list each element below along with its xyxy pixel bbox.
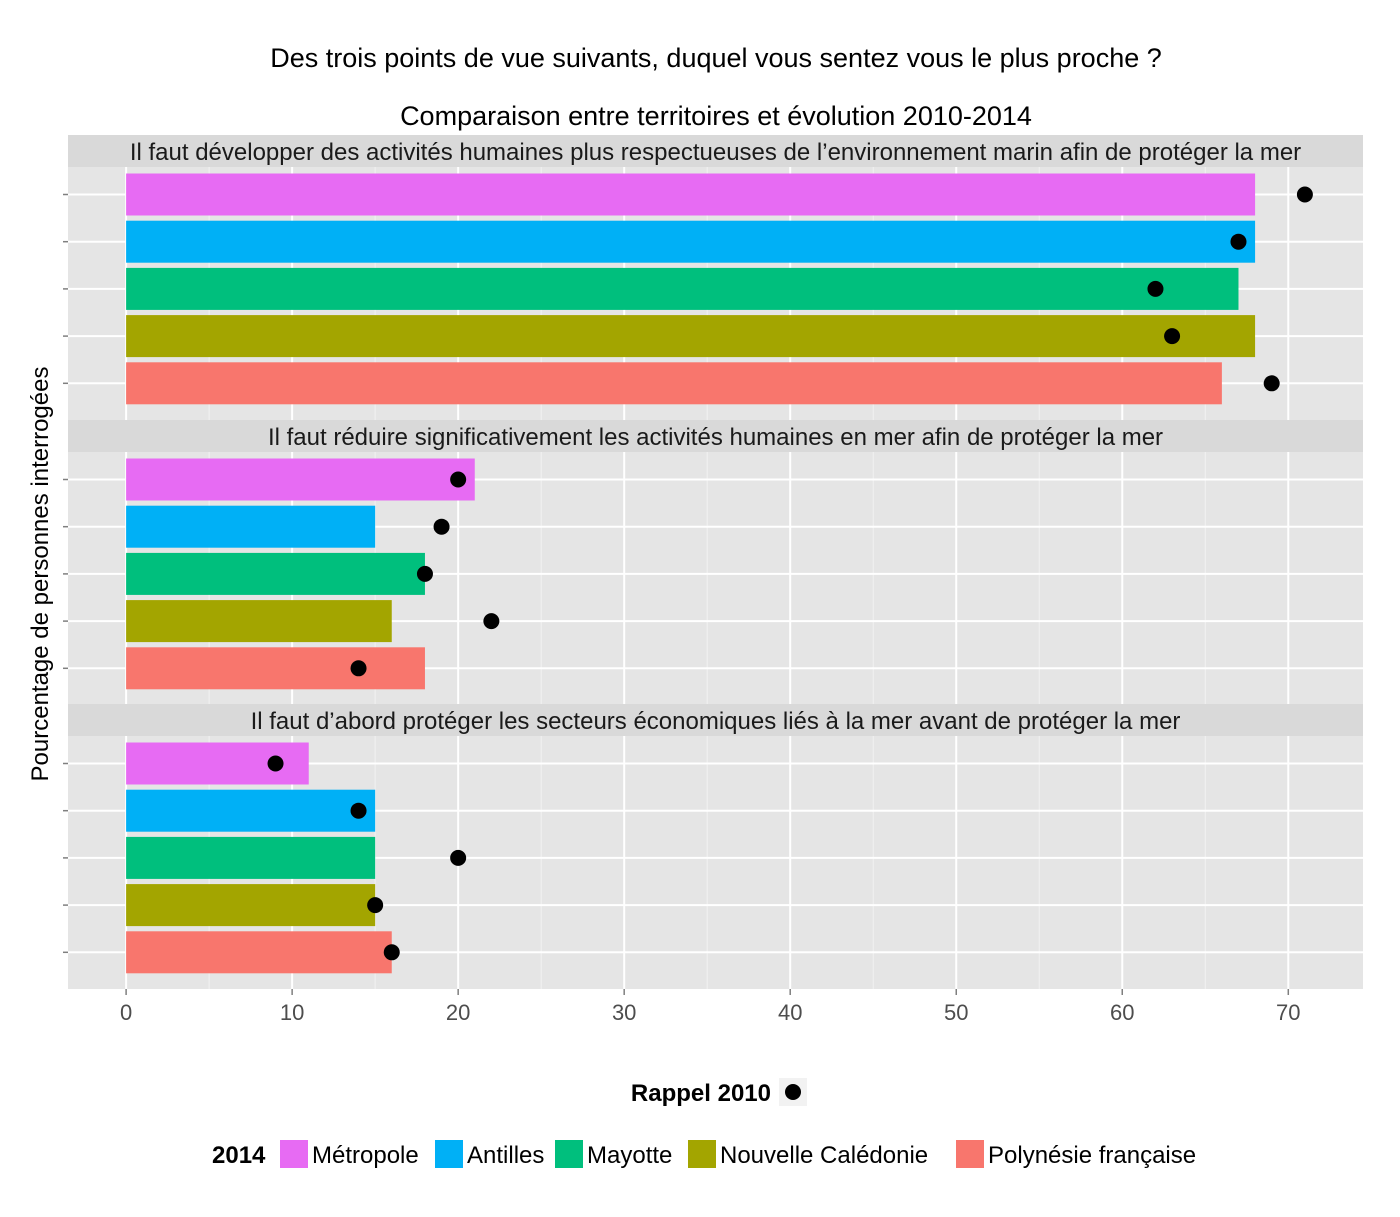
x-tick-label: 50 xyxy=(944,1000,968,1025)
legend-label-3: Mayotte xyxy=(587,1142,672,1169)
bar-2014-2 xyxy=(126,789,376,832)
facet-panel-2: Il faut réduire significativement les ac… xyxy=(63,420,1363,705)
y-axis-label: Pourcentage de personnes interrogées xyxy=(27,367,54,782)
dot-2010-3 xyxy=(1147,280,1164,297)
facet-panel-1: Il faut développer des activités humaine… xyxy=(63,135,1363,420)
legend-label-1: Métropole xyxy=(312,1142,419,1169)
legend-label-4: Nouvelle Calédonie xyxy=(720,1142,928,1169)
facet-strip-label: Il faut d’abord protéger les secteurs éc… xyxy=(251,708,1181,735)
bar-2014-2 xyxy=(126,220,1256,263)
dot-2010-4 xyxy=(367,897,384,914)
x-axis: 0 10 20 30 40 50 60 70 xyxy=(120,989,1301,1025)
dot-2010-3 xyxy=(450,849,467,866)
legend-2010-dot-icon xyxy=(785,1084,801,1100)
x-tick-label: 10 xyxy=(280,1000,304,1025)
dot-2010-1 xyxy=(267,755,284,772)
dot-2010-5 xyxy=(1263,375,1280,392)
facet-panels: Il faut développer des activités humaine… xyxy=(63,135,1363,989)
legend: Rappel 2010 2014 Métropole Antilles Mayott… xyxy=(212,1078,1196,1169)
legend-2010-title: Rappel 2010 xyxy=(631,1080,771,1107)
chart-title: Des trois points de vue suivants, duquel… xyxy=(270,43,1162,73)
bar-2014-3 xyxy=(126,552,425,595)
legend-key-4 xyxy=(688,1140,716,1168)
bar-2014-5 xyxy=(126,931,392,974)
legend-label-5: Polynésie française xyxy=(988,1142,1196,1169)
legend-label-2: Antilles xyxy=(467,1142,544,1169)
facet-strip-label: Il faut réduire significativement les ac… xyxy=(268,424,1163,451)
facet-strip-label: Il faut développer des activités humaine… xyxy=(130,139,1301,166)
x-tick-label: 20 xyxy=(446,1000,470,1025)
dot-2010-2 xyxy=(433,518,450,535)
dot-2010-2 xyxy=(350,802,367,819)
x-tick-label: 60 xyxy=(1110,1000,1134,1025)
dot-2010-5 xyxy=(350,660,367,677)
chart-subtitle: Comparaison entre territoires et évoluti… xyxy=(400,101,1032,131)
dot-2010-4 xyxy=(1164,328,1181,345)
legend-key-5 xyxy=(956,1140,984,1168)
dot-2010-1 xyxy=(450,471,467,488)
legend-key-2 xyxy=(435,1140,463,1168)
facet-strip xyxy=(68,420,1363,452)
bar-2014-2 xyxy=(126,505,376,548)
x-tick-label: 30 xyxy=(612,1000,636,1025)
bar-2014-4 xyxy=(126,884,376,927)
legend-2014-items: Métropole Antilles Mayotte Nouvelle Calédon… xyxy=(280,1140,1196,1169)
x-tick-label: 70 xyxy=(1276,1000,1300,1025)
bar-2014-4 xyxy=(126,600,392,643)
x-tick-label: 0 xyxy=(120,1000,132,1025)
bar-2014-1 xyxy=(126,458,475,501)
legend-key-3 xyxy=(555,1140,583,1168)
bar-2014-5 xyxy=(126,362,1222,405)
bar-2014-3 xyxy=(126,836,376,879)
legend-2014-title: 2014 xyxy=(212,1142,266,1169)
facet-strip xyxy=(68,704,1363,736)
dot-2010-4 xyxy=(483,613,500,630)
bar-2014-1 xyxy=(126,173,1256,216)
bar-2014-5 xyxy=(126,647,425,690)
dot-2010-3 xyxy=(416,565,433,582)
dot-2010-1 xyxy=(1296,186,1313,203)
facet-strip xyxy=(68,135,1363,167)
dot-2010-2 xyxy=(1230,233,1247,250)
bar-2014-3 xyxy=(126,267,1239,310)
legend-key-1 xyxy=(280,1140,308,1168)
dot-2010-5 xyxy=(383,944,400,961)
x-tick-label: 40 xyxy=(778,1000,802,1025)
facet-panel-3: Il faut d’abord protéger les secteurs éc… xyxy=(63,704,1363,989)
bar-2014-4 xyxy=(126,315,1256,358)
